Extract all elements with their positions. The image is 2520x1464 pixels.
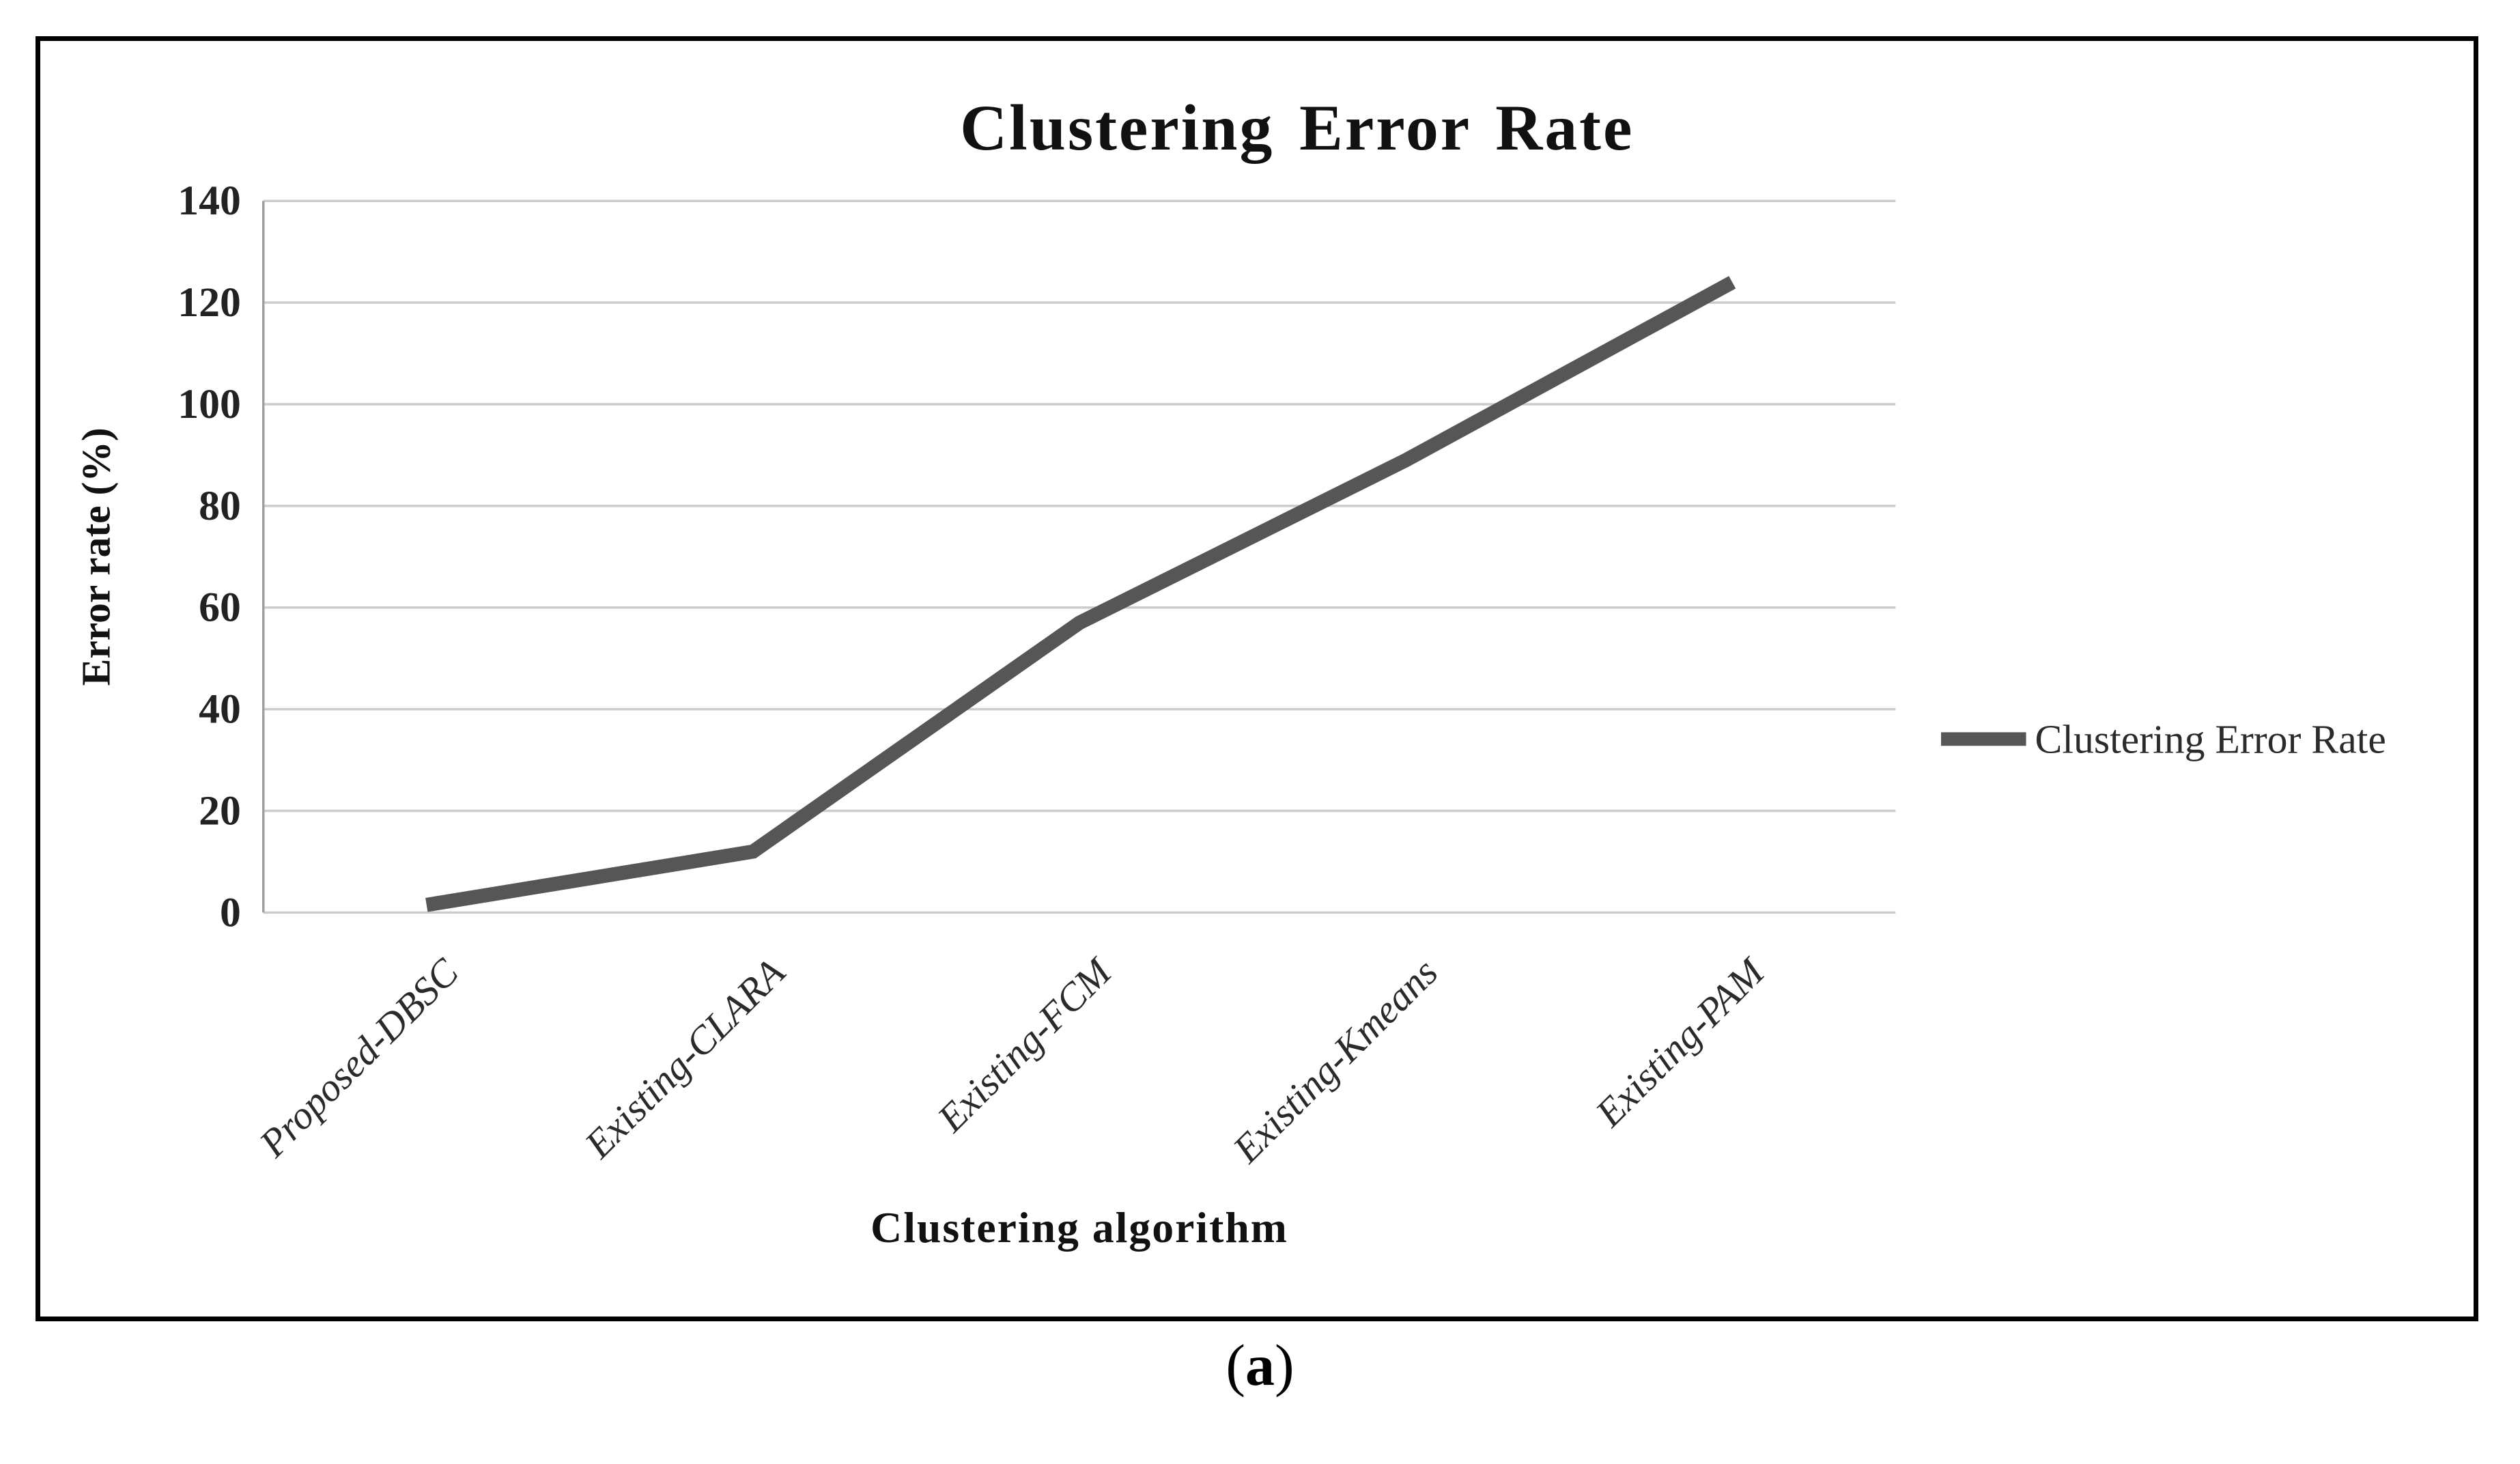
legend-label: Clustering Error Rate — [2035, 716, 2386, 761]
x-axis-title: Clustering algorithm — [870, 1203, 1288, 1252]
y-axis-title: Error rate (%) — [74, 427, 119, 686]
y-tick-label: 0 — [220, 889, 241, 935]
caption-letter: a — [1245, 1332, 1275, 1398]
y-tick-label: 120 — [178, 279, 241, 326]
y-tick-label: 140 — [178, 178, 241, 224]
y-tick-label: 40 — [199, 686, 241, 733]
x-category-label: Existing-PAM — [1587, 949, 1774, 1136]
data-line — [425, 276, 1736, 912]
y-tick-label: 60 — [199, 585, 241, 631]
y-tick-label: 80 — [199, 483, 241, 529]
figure-caption: (a) — [0, 1333, 2520, 1398]
caption-open-paren: ( — [1226, 1332, 1245, 1398]
x-category-label: Existing-Kmeans — [1225, 951, 1446, 1171]
x-category-label: Existing-CLARA — [576, 951, 793, 1167]
x-category-label: Existing-FCM — [929, 949, 1121, 1140]
line-chart: 0 20 40 60 80 100 120 140 Error rate (%) Proposed… — [74, 92, 2386, 1252]
caption-close-paren: ) — [1275, 1332, 1294, 1398]
y-tick-label: 100 — [178, 381, 241, 427]
x-category-label: Proposed-DBSC — [251, 951, 467, 1166]
figure-border: 0 20 40 60 80 100 120 140 Error rate (%) Proposed… — [36, 36, 2478, 1321]
chart-title: Clustering Error Rate — [960, 92, 1634, 164]
y-tick-label: 20 — [199, 788, 241, 834]
